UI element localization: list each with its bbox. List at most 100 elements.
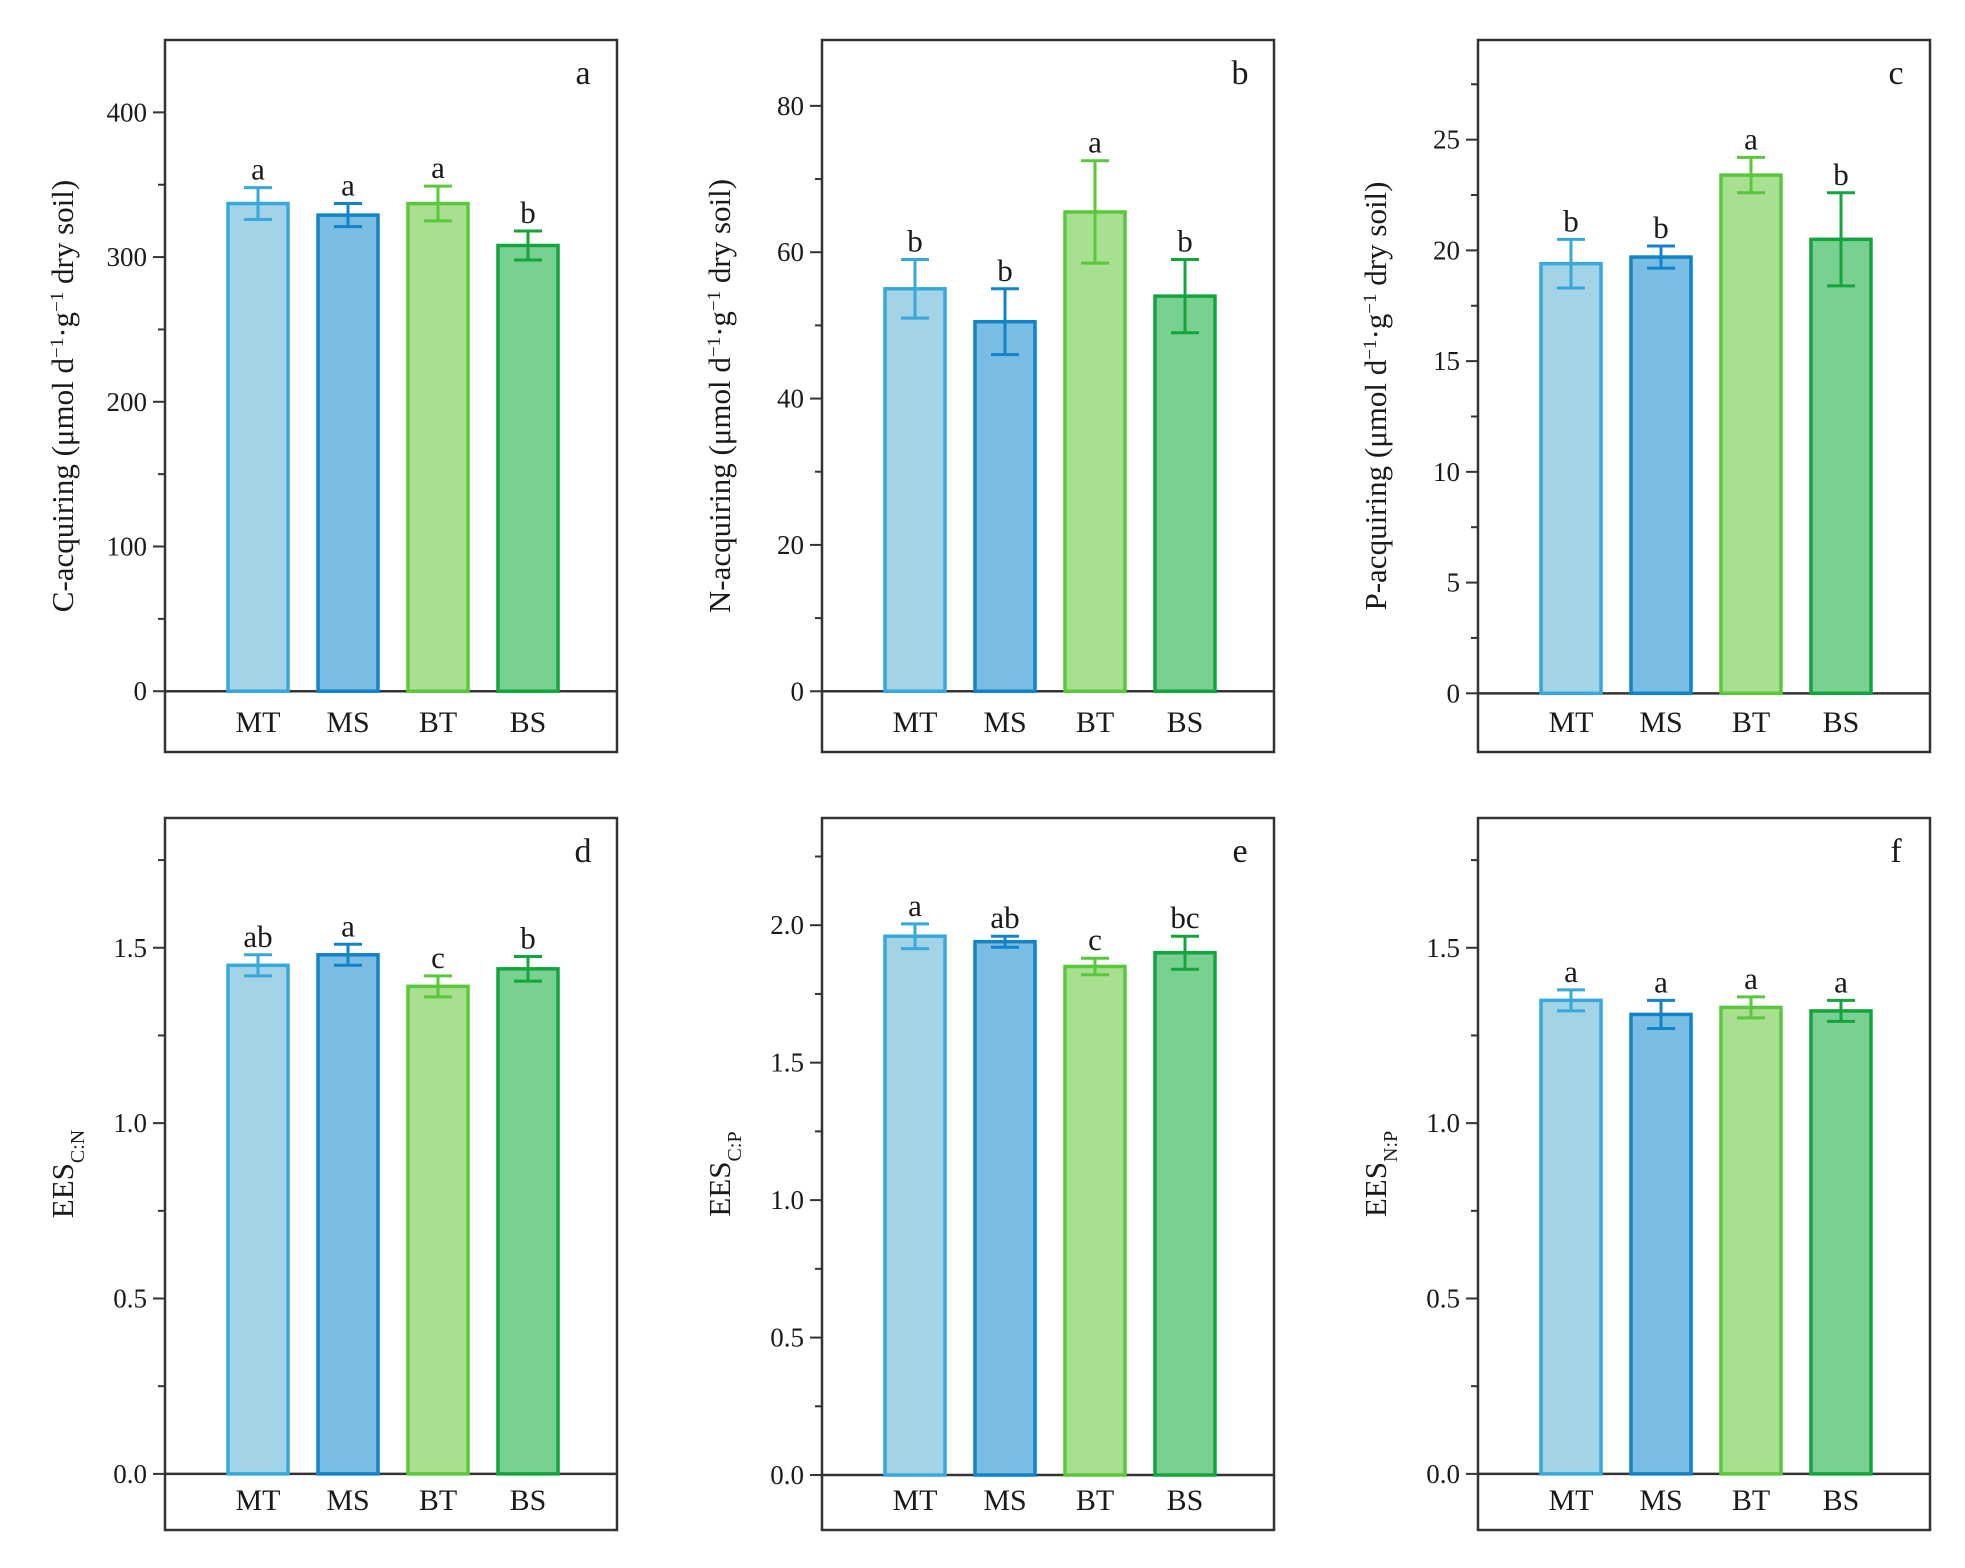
category-label: BS [1823, 706, 1860, 739]
error-bar-ms [334, 202, 362, 229]
bar-mt [226, 201, 290, 693]
error-bar-mt [1557, 988, 1585, 1013]
error-bar-bt [424, 184, 452, 223]
bar-ms [1629, 255, 1693, 696]
error-bar-ms [991, 934, 1019, 949]
bar-bs [496, 243, 560, 693]
bar-bt [1063, 964, 1127, 1477]
category-label: MT [893, 1484, 938, 1517]
significance-label: a [431, 150, 445, 185]
y-tick-label: 40 [777, 384, 804, 414]
y-axis-label: P-acquiring (μmol d−1·g−1 dry soil) [1358, 181, 1393, 610]
error-bar-bt [1737, 155, 1765, 195]
significance-label: a [1744, 121, 1758, 156]
category-label: MT [1549, 1484, 1594, 1517]
category-label: MS [983, 706, 1026, 739]
error-bar-mt [244, 953, 272, 978]
y-tick-label: 80 [777, 91, 804, 121]
category-label: BS [1167, 1484, 1204, 1517]
bar-ms [973, 319, 1037, 694]
y-tick-label: 0 [791, 676, 805, 706]
y-axis-label: EESC:N [45, 1130, 89, 1218]
category-label: MS [326, 1484, 369, 1517]
panel-b: 0 20 40 60 80 b MT b MS a BT b BS b N-acquiring (μmol … [702, 38, 1276, 754]
error-bar-ms [991, 287, 1019, 357]
category-label: MT [236, 706, 281, 739]
error-bar-bs [1827, 191, 1855, 288]
category-label: BT [1076, 706, 1114, 739]
bar-ms [316, 213, 380, 693]
bar-bs [1809, 1009, 1873, 1476]
y-tick-label: 2.0 [770, 910, 804, 940]
bar-bs [496, 967, 560, 1476]
bar-bt [1063, 210, 1127, 694]
bar-bt [1719, 1005, 1783, 1476]
y-tick-label: 0.0 [113, 1459, 147, 1489]
error-bar-bt [1737, 995, 1765, 1020]
significance-label: b [520, 195, 536, 230]
error-bar-ms [1647, 244, 1675, 270]
y-tick-label: 60 [777, 237, 804, 267]
y-tick-label: 0.5 [1426, 1284, 1460, 1314]
y-axis-label: EESC:P [702, 1131, 746, 1216]
plot-frame [820, 38, 1276, 754]
panel-f: 0.0 0.5 1.0 1.5 a MT a MS a BT a BS f EESN:P [1358, 816, 1932, 1532]
bar-bs [1809, 237, 1873, 696]
significance-label: c [1088, 922, 1102, 957]
y-tick-label: 100 [107, 532, 148, 562]
category-label: MT [893, 706, 938, 739]
significance-label: a [1088, 125, 1102, 160]
plot-frame [1476, 816, 1932, 1532]
panel-letter: d [575, 833, 592, 870]
significance-label: bc [1170, 900, 1199, 935]
y-tick-label: 25 [1433, 125, 1460, 155]
significance-label: b [520, 921, 536, 956]
y-tick-label: 20 [777, 530, 804, 560]
significance-label: b [907, 224, 923, 259]
plot-frame [163, 38, 619, 754]
category-label: MS [1639, 1484, 1682, 1517]
y-tick-label: 200 [107, 387, 148, 417]
error-bar-bt [1081, 956, 1109, 977]
error-bar-ms [334, 942, 362, 967]
error-bar-bs [1171, 934, 1199, 971]
error-bar-bs [514, 955, 542, 983]
significance-label: a [908, 888, 922, 923]
significance-label: a [1654, 964, 1668, 999]
significance-label: b [1563, 203, 1579, 238]
significance-label: b [997, 253, 1013, 288]
bar-bt [1719, 173, 1783, 696]
error-bar-mt [901, 922, 929, 951]
category-label: MT [1549, 706, 1594, 739]
panel-letter: a [575, 55, 590, 92]
category-label: MS [1639, 706, 1682, 739]
y-tick-label: 0 [1447, 678, 1461, 708]
y-tick-label: 1.0 [1426, 1108, 1460, 1138]
category-label: BS [1823, 1484, 1860, 1517]
y-axis-label: C-acquiring (μmol d−1·g−1 dry soil) [45, 180, 80, 612]
category-label: BT [419, 706, 457, 739]
y-tick-label: 0.5 [770, 1323, 804, 1353]
significance-label: ab [990, 900, 1019, 935]
panel-d: 0.0 0.5 1.0 1.5 ab MT a MS c BT b BS d EESC:N [45, 816, 619, 1532]
significance-label: a [1834, 964, 1848, 999]
y-tick-label: 10 [1433, 457, 1460, 487]
significance-label: a [341, 168, 355, 203]
bar-bs [1153, 950, 1217, 1477]
y-tick-label: 0.0 [770, 1460, 804, 1490]
bar-mt [1539, 261, 1603, 696]
bar-ms [973, 939, 1037, 1477]
y-axis-label: N-acquiring (μmol d−1·g−1 dry soil) [702, 179, 737, 613]
y-tick-label: 0 [134, 676, 148, 706]
bar-bt [406, 984, 470, 1476]
panel-e: 0.0 0.5 1.0 1.5 2.0 a MT ab MS c BT bc BS e EESC:P [702, 816, 1276, 1532]
y-axis-label: EESN:P [1358, 1131, 1402, 1217]
error-bar-mt [1557, 237, 1585, 290]
category-label: MT [236, 1484, 281, 1517]
significance-label: b [1833, 157, 1849, 192]
error-bar-bt [1081, 159, 1109, 265]
error-bar-mt [244, 186, 272, 221]
plot-frame [163, 816, 619, 1532]
error-bar-bs [514, 229, 542, 262]
